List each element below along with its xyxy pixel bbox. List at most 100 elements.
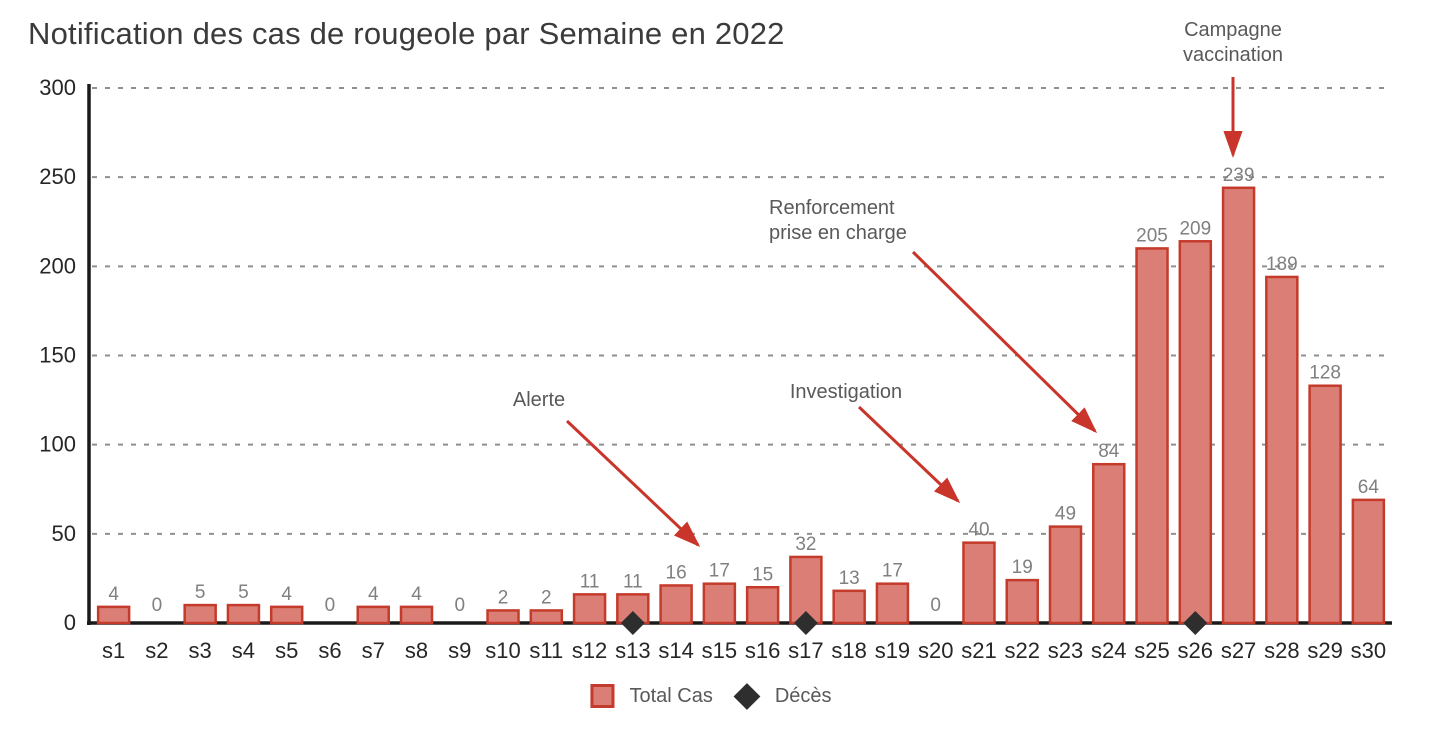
- bar-s4: [226, 603, 261, 625]
- deces-diamond-swatch-icon: [733, 682, 761, 710]
- x-tick-label-s8: s8: [405, 638, 428, 663]
- bar-value-label-s13: 11: [623, 571, 643, 592]
- bar-s8: [399, 605, 434, 625]
- x-tick-label-s3: s3: [189, 638, 212, 663]
- bar-value-label-s25: 205: [1136, 225, 1168, 246]
- bar-value-label-s29: 128: [1309, 363, 1341, 384]
- bar-s1: [96, 605, 131, 625]
- bar-value-label-s18: 13: [839, 568, 860, 589]
- bar-value-label-s14: 16: [666, 562, 687, 583]
- x-tick-label-s12: s12: [572, 638, 607, 663]
- x-tick-label-s6: s6: [318, 638, 341, 663]
- x-tick-label-s26: s26: [1178, 638, 1213, 663]
- bar-s22: [1005, 578, 1039, 625]
- bar-s25: [1135, 247, 1169, 625]
- annotation-arrow-investigation: [857, 405, 961, 504]
- bar-value-label-s19: 17: [882, 561, 903, 582]
- x-tick-label-s27: s27: [1221, 638, 1256, 663]
- bar-value-label-s11: 2: [541, 587, 552, 608]
- deces-diamond-marker-s26: [1183, 611, 1208, 635]
- bar-s18: [832, 589, 866, 625]
- bar-s21: [962, 541, 996, 625]
- bar-value-label-s28: 189: [1266, 254, 1298, 275]
- x-tick-label-s10: s10: [485, 638, 520, 663]
- x-tick-label-s21: s21: [961, 638, 996, 663]
- bar-value-label-s30: 64: [1358, 477, 1380, 498]
- y-tick-label-200: 200: [39, 253, 76, 278]
- x-tick-label-s24: s24: [1091, 638, 1126, 663]
- x-tick-label-s4: s4: [232, 638, 255, 663]
- annotation-campagne-vaccination: Campagne vaccination: [1182, 19, 1284, 66]
- x-tick-label-s15: s15: [702, 638, 737, 663]
- bar-s29: [1308, 384, 1342, 625]
- bar-value-label-s3: 5: [195, 582, 206, 603]
- bar-s3: [183, 603, 217, 625]
- bar-value-label-s5: 4: [281, 584, 292, 605]
- legend: Total Cas Décès: [590, 682, 832, 710]
- bar-value-label-s10: 2: [498, 587, 509, 608]
- x-tick-label-s17: s17: [788, 638, 823, 663]
- bar-value-label-s21: 40: [968, 520, 989, 541]
- bar-value-label-s4: 5: [238, 582, 249, 603]
- legend-label-total-cas: Total Cas: [629, 684, 713, 707]
- x-tick-label-s23: s23: [1048, 638, 1083, 663]
- bar-s19: [875, 582, 910, 625]
- bar-s11: [529, 609, 564, 625]
- bar-s24: [1092, 462, 1126, 625]
- chart-title: Notification des cas de rougeole par Sem…: [28, 16, 785, 51]
- y-tick-label-150: 150: [39, 343, 76, 368]
- x-tick-label-s5: s5: [275, 638, 298, 663]
- annotation-alerte: Alerte: [512, 389, 566, 411]
- legend-item-deces: Décès: [733, 682, 832, 710]
- bar-s5: [269, 605, 304, 625]
- annotation-investigation: Investigation: [789, 381, 903, 403]
- bar-value-label-s15: 17: [709, 561, 730, 582]
- bar-value-label-s12: 11: [580, 571, 600, 592]
- bar-value-label-s27: 239: [1223, 165, 1255, 186]
- bar-s14: [659, 584, 693, 625]
- x-tick-label-s16: s16: [745, 638, 780, 663]
- x-tick-label-s2: s2: [145, 638, 168, 663]
- x-tick-label-s30: s30: [1351, 638, 1386, 663]
- annotation-renforcement-prise-en-charge: Renforcement prise en charge: [769, 197, 907, 244]
- bar-value-label-s6: 0: [325, 595, 336, 616]
- bar-value-label-s22: 19: [1012, 557, 1033, 578]
- total-cas-swatch-icon: [590, 684, 615, 708]
- y-tick-label-50: 50: [52, 521, 76, 546]
- x-tick-label-s7: s7: [362, 638, 385, 663]
- bar-s23: [1048, 525, 1083, 625]
- legend-label-deces: Décès: [774, 684, 832, 707]
- legend-item-total-cas: Total Cas: [590, 684, 713, 708]
- x-tick-label-s29: s29: [1307, 638, 1342, 663]
- y-tick-label-100: 100: [39, 432, 76, 457]
- bar-value-label-s9: 0: [454, 595, 465, 616]
- bar-s26: [1178, 240, 1213, 625]
- bar-value-label-s17: 32: [795, 534, 816, 555]
- x-tick-label-s20: s20: [918, 638, 953, 663]
- bar-s12: [572, 593, 607, 625]
- x-tick-label-s22: s22: [1004, 638, 1039, 663]
- y-tick-label-0: 0: [64, 610, 76, 635]
- annotation-arrow-renforcement: [911, 250, 1098, 434]
- bar-s15: [702, 582, 737, 625]
- bar-s16: [745, 586, 780, 625]
- y-tick-label-250: 250: [39, 164, 76, 189]
- bar-s27: [1221, 186, 1256, 625]
- bar-value-label-s16: 15: [752, 564, 773, 585]
- bar-s28: [1265, 275, 1299, 625]
- bar-s30: [1351, 498, 1386, 625]
- bar-value-label-s24: 84: [1098, 441, 1120, 462]
- deces-diamond-marker-s13: [620, 611, 645, 635]
- x-tick-label-s25: s25: [1134, 638, 1169, 663]
- x-tick-label-s13: s13: [615, 638, 650, 663]
- x-tick-label-s9: s9: [448, 638, 471, 663]
- bar-value-label-s20: 0: [930, 595, 941, 616]
- bar-s7: [356, 605, 390, 625]
- bar-value-label-s7: 4: [368, 584, 379, 605]
- bar-value-label-s8: 4: [411, 584, 422, 605]
- x-tick-label-s14: s14: [658, 638, 693, 663]
- bar-s10: [486, 609, 520, 625]
- x-tick-label-s18: s18: [831, 638, 866, 663]
